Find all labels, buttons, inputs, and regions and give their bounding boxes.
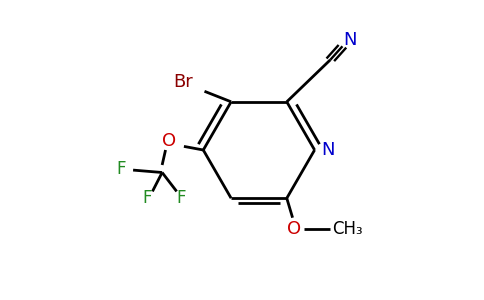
Text: F: F [143,189,152,207]
Text: CH₃: CH₃ [332,220,363,238]
Text: O: O [162,132,177,150]
Text: F: F [116,160,126,178]
Text: N: N [343,31,356,49]
Text: N: N [321,141,335,159]
Text: Br: Br [173,73,193,91]
Text: O: O [287,220,301,238]
Text: F: F [177,189,186,207]
